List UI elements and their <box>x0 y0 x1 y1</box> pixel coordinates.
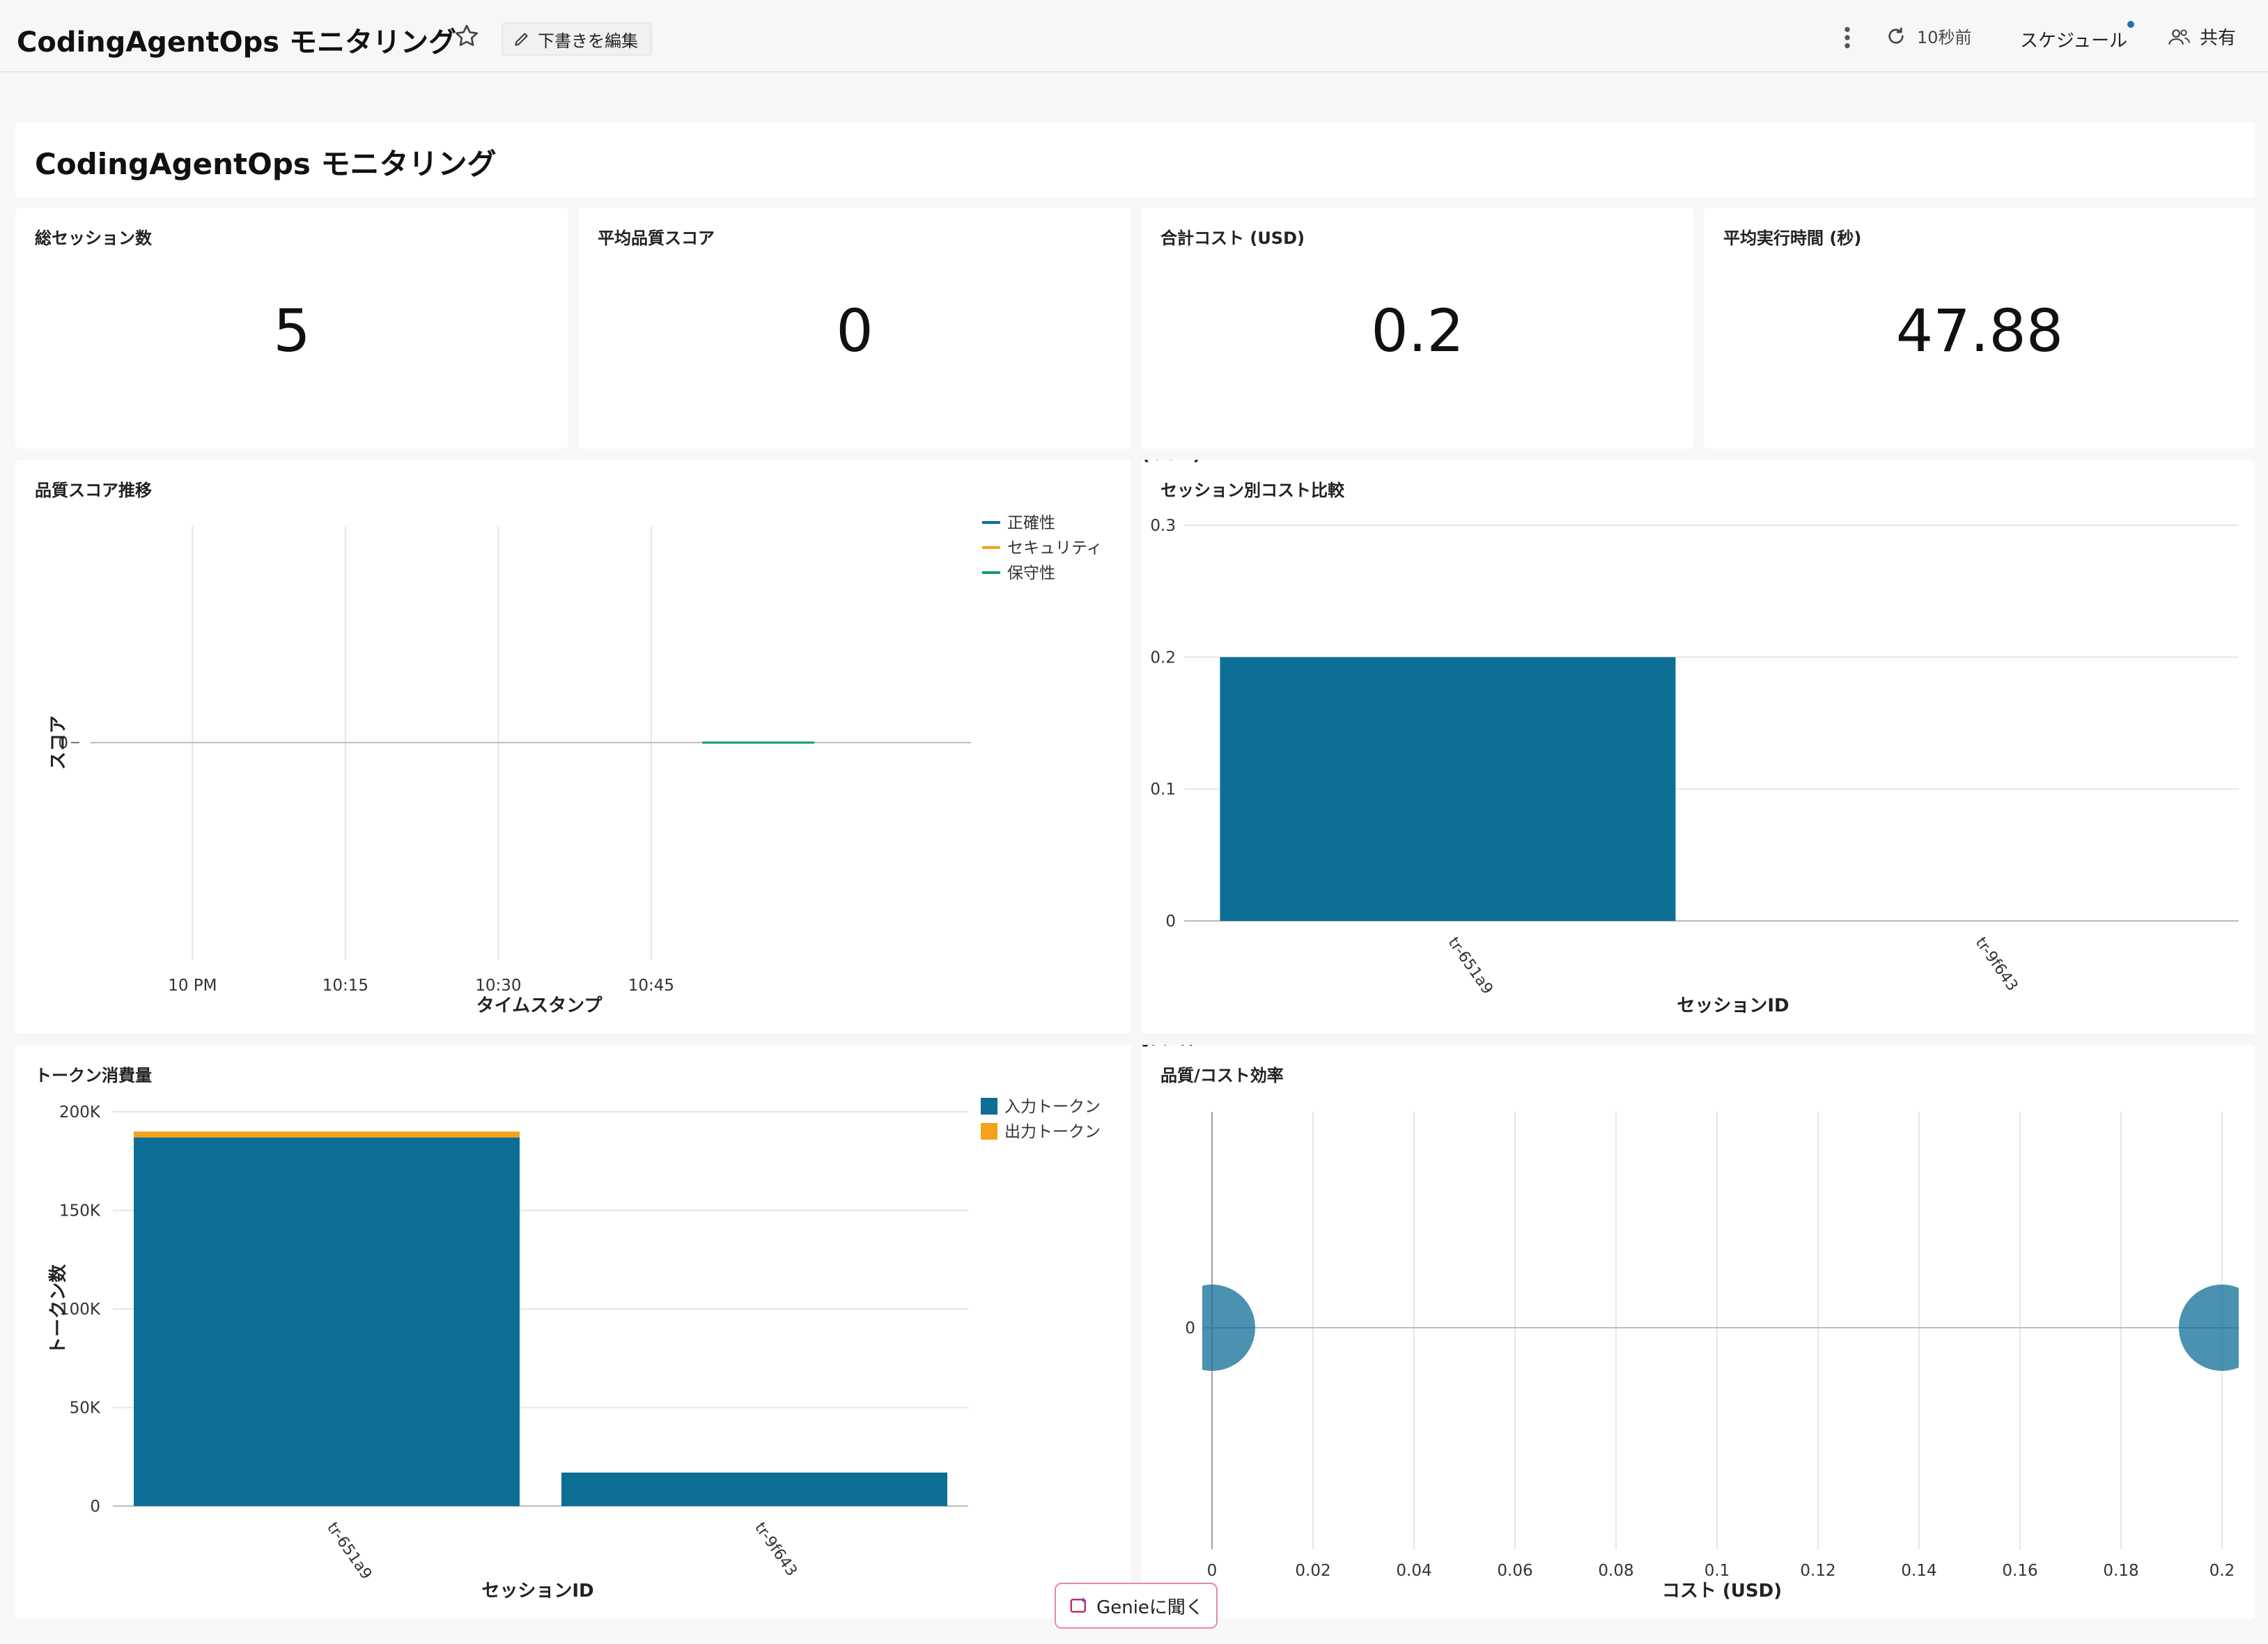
kpi-total-cost: 合計コスト (USD) 0.2 <box>1141 208 1694 449</box>
users-icon <box>2168 29 2190 45</box>
x-axis-title: セッションID <box>481 1581 593 1602</box>
bar <box>1220 657 1676 921</box>
x-tick-label: 10:15 <box>323 977 368 995</box>
y-tick-label: 150K <box>59 1202 101 1220</box>
kpi-total-sessions: 総セッション数 5 <box>15 208 568 449</box>
chart-title: 品質スコア推移 <box>35 481 152 500</box>
x-axis-title: タイムスタンプ <box>476 995 603 1016</box>
x-axis-title: コスト (USD) <box>1662 1581 1782 1602</box>
legend-swatch <box>981 1123 997 1140</box>
quality-trend-panel: 品質スコア推移 10 PM 10:15 10:30 10:45 0 タイムスタンプ スコア 正… <box>15 460 1131 1034</box>
kpi-avg-duration: 平均実行時間 (秒) 47.88 <box>1704 208 2255 449</box>
favorite-star-icon[interactable] <box>453 22 481 50</box>
x-axis-title: セッションID <box>1677 995 1789 1016</box>
kpi-label: 合計コスト (USD) <box>1160 228 1305 248</box>
cost-comparison-panel: セッション別コスト比較 0 0.1 0.2 0.3 tr-651a9 tr-9f643 セッ… <box>1141 460 2255 1034</box>
cost-comparison-chart: 0 0.1 0.2 0.3 tr-651a9 tr-9f643 セッションID コスト (US… <box>1141 460 2239 1016</box>
dashboard-header-panel: CodingAgentOps モニタリング <box>15 123 2255 198</box>
scatter-point <box>1202 1285 1255 1371</box>
bar-segment <box>134 1137 520 1506</box>
y-axis-title: コスト (USD) <box>1141 460 1201 465</box>
x-tick-label: 0.18 <box>2103 1562 2138 1580</box>
y-axis-title: スコア <box>48 715 69 770</box>
kpi-label: 総セッション数 <box>35 228 152 248</box>
schedule-indicator-dot <box>2127 21 2134 28</box>
y-tick-label: 0.3 <box>1150 517 1176 535</box>
dashboard-heading: CodingAgentOps モニタリング <box>35 147 497 181</box>
y-tick-label: 0 <box>1165 913 1176 931</box>
last-refresh-label: 10秒前 <box>1917 28 1972 47</box>
bar-segment <box>561 1472 947 1506</box>
legend-swatch <box>981 1098 997 1115</box>
chart-title: セッション別コスト比較 <box>1160 481 1344 500</box>
kpi-value: 47.88 <box>1895 297 2064 365</box>
y-tick-label: 0 <box>90 1498 100 1516</box>
x-tick-label: 0.02 <box>1295 1562 1330 1580</box>
y-tick-label: 0 <box>1185 1319 1195 1337</box>
refresh-icon <box>1888 26 1904 44</box>
dashboard-title: CodingAgentOps モニタリング <box>17 26 456 59</box>
x-tick-label: tr-9f643 <box>1972 934 2021 994</box>
x-tick-label: 0.12 <box>1800 1562 1835 1580</box>
x-tick-label: 10:30 <box>475 977 521 995</box>
more-options-icon[interactable] <box>1839 24 1856 52</box>
refresh-button[interactable]: 10秒前 <box>1885 24 1972 48</box>
efficiency-chart: 0 0.02 0.04 0.06 0.08 0.1 0.12 0.14 0.16 0.18 0.2 0… <box>1141 1045 2239 1602</box>
x-tick-label: 0.2 <box>2209 1562 2235 1580</box>
scatter-point <box>2179 1285 2239 1371</box>
token-usage-chart: 0 50K 100K 150K 200K tr-651a9 tr-9f643 セッションID ト… <box>48 1098 1101 1602</box>
quality-trend-chart: 10 PM 10:15 10:30 10:45 0 タイムスタンプ スコア 正確性セキュリティ… <box>48 514 1103 1016</box>
legend-label: セキュリティ <box>1007 539 1103 557</box>
y-tick-label: 50K <box>70 1399 101 1418</box>
y-tick-label: 100K <box>59 1301 101 1319</box>
x-tick-label: 10:45 <box>628 977 674 995</box>
genie-sparkle-icon <box>1070 1597 1087 1613</box>
x-tick-label: tr-651a9 <box>323 1519 375 1583</box>
y-axis-title: 品質平均スコア <box>1141 1045 1204 1050</box>
kpi-value: 0.2 <box>1371 297 1464 365</box>
top-bar: CodingAgentOps モニタリング 下書きを編集 10秒前 スケジュール… <box>0 0 2268 72</box>
edit-draft-button[interactable]: 下書きを編集 <box>502 22 652 56</box>
x-tick-label: 0.08 <box>1598 1562 1633 1580</box>
ask-genie-label: Genieに聞く <box>1096 1597 1204 1618</box>
y-tick-label: 0.2 <box>1150 649 1176 667</box>
y-tick-label: 0.1 <box>1150 781 1176 799</box>
chart-title: 品質/コスト効率 <box>1160 1066 1284 1085</box>
ask-genie-button[interactable]: Genieに聞く <box>1055 1583 1218 1629</box>
y-tick-label: 200K <box>59 1103 101 1122</box>
kpi-avg-quality: 平均品質スコア 0 <box>578 208 1131 449</box>
x-tick-label: 0 <box>1207 1562 1218 1580</box>
efficiency-panel: 品質/コスト効率 0 0.02 0.04 0.06 0.08 0.1 0.12 0.14 0.1… <box>1141 1045 2255 1619</box>
kpi-label: 平均実行時間 (秒) <box>1723 228 1862 248</box>
x-tick-label: 0.14 <box>1901 1562 1936 1580</box>
x-tick-label: 0.04 <box>1396 1562 1431 1580</box>
x-tick-label: 10 PM <box>168 977 217 995</box>
edit-draft-label: 下書きを編集 <box>538 31 638 51</box>
pencil-icon <box>515 33 528 46</box>
bar-segment <box>134 1131 520 1138</box>
kpi-value: 5 <box>273 297 311 365</box>
y-axis-title: トークン数 <box>48 1264 69 1355</box>
legend-label: 出力トークン <box>1004 1123 1101 1141</box>
y-tick-label: 0 <box>58 734 68 752</box>
x-tick-label: tr-651a9 <box>1445 934 1496 998</box>
chart-title: トークン消費量 <box>35 1066 152 1085</box>
x-tick-label: 0.1 <box>1704 1562 1730 1580</box>
x-tick-label: 0.16 <box>2002 1562 2037 1580</box>
share-label: 共有 <box>2200 28 2237 49</box>
token-usage-panel: トークン消費量 0 50K 100K 150K 200K tr-651a9 tr-9f643… <box>15 1045 1131 1619</box>
x-tick-label: tr-9f643 <box>751 1519 800 1579</box>
x-tick-label: 0.06 <box>1497 1562 1532 1580</box>
schedule-button[interactable]: スケジュール <box>2020 31 2128 52</box>
kpi-label: 平均品質スコア <box>598 228 715 248</box>
legend-label: 正確性 <box>1007 514 1055 532</box>
kpi-value: 0 <box>836 297 873 365</box>
share-button[interactable]: 共有 <box>2168 24 2236 49</box>
legend-label: 保守性 <box>1007 564 1055 582</box>
legend-label: 入力トークン <box>1004 1098 1101 1116</box>
